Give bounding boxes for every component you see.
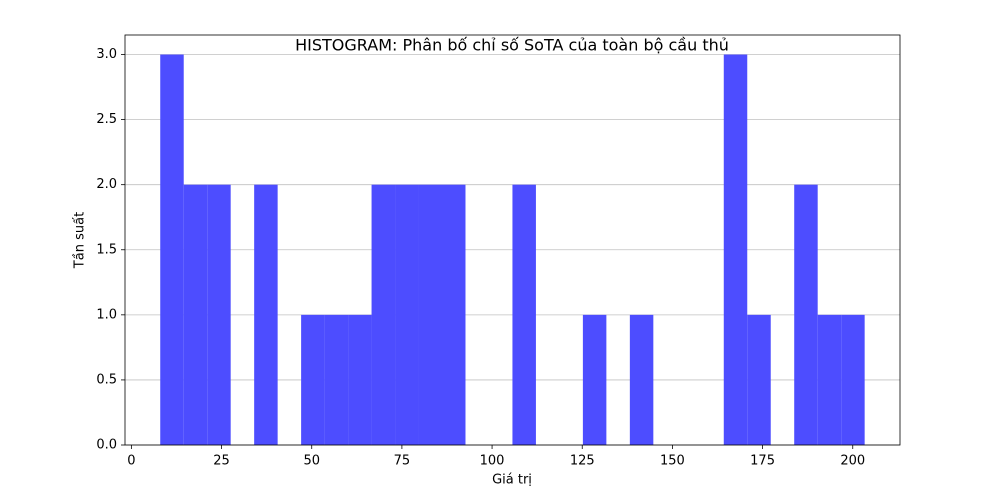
bar (841, 314, 865, 445)
bar (324, 314, 349, 445)
y-tick-label: 2.5 (96, 112, 117, 127)
plot-frame (124, 34, 901, 446)
bar (418, 184, 443, 445)
bar (629, 314, 654, 445)
chart-title: HISTOGRAM: Phân bố chỉ số SoTA của toàn … (295, 36, 729, 55)
y-tick-label: 0.0 (96, 438, 117, 453)
y-tick-label: 1.5 (96, 242, 117, 257)
bar (395, 184, 419, 445)
bar (817, 314, 842, 445)
x-tick-label: 125 (570, 454, 595, 469)
x-tick-label: 100 (480, 454, 505, 469)
bar (254, 184, 278, 445)
y-tick-label: 0.5 (96, 372, 117, 387)
y-tick-label: 1.0 (96, 307, 117, 322)
bar (794, 184, 818, 445)
y-axis-label: Tần suất (73, 212, 88, 269)
x-tick-label: 75 (394, 454, 411, 469)
bar (301, 314, 325, 445)
bar (747, 314, 771, 445)
y-tick-label: 3.0 (96, 47, 117, 62)
x-tick-label: 175 (750, 454, 775, 469)
x-tick-label: 25 (213, 454, 230, 469)
bar (512, 184, 536, 445)
bar (348, 314, 372, 445)
bar (160, 54, 184, 446)
bar (582, 314, 607, 445)
x-axis-label: Giá trị (492, 473, 532, 488)
bar (371, 184, 396, 445)
x-tick-label: 0 (127, 454, 135, 469)
x-tick-label: 50 (303, 454, 320, 469)
x-tick-label: 200 (840, 454, 865, 469)
y-tick-label: 2.0 (96, 177, 117, 192)
bar (723, 54, 748, 446)
bar (183, 184, 208, 445)
bar (442, 184, 466, 445)
bar (207, 184, 231, 445)
x-tick-label: 150 (660, 454, 685, 469)
